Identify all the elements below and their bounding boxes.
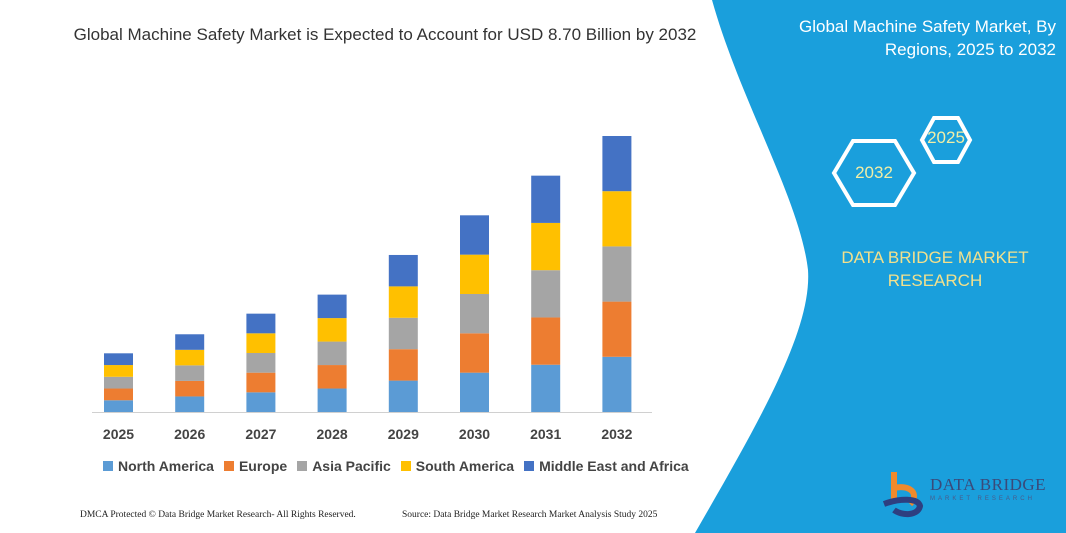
data-bridge-logo-icon [882, 472, 924, 518]
legend-label: Europe [238, 458, 288, 474]
legend-swatch [223, 461, 234, 471]
legend: North America Europe Asia Pacific South Ame… [103, 458, 689, 474]
bar-segment-2025-middle-east-and-africa [104, 353, 133, 366]
legend-item: Asia Pacific [297, 458, 391, 474]
bar-segment-2027-middle-east-and-africa [246, 313, 276, 334]
bar-segment-2031-north-america [531, 364, 561, 412]
bar-segment-2032-south-america [602, 191, 632, 247]
x-tick-label: 2030 [459, 426, 490, 442]
footer-copyright: DMCA Protected © Data Bridge Market Rese… [80, 510, 356, 520]
hexagon-2025-icon [919, 116, 973, 164]
bar-segment-2025-north-america [104, 400, 133, 412]
blue-side-panel [695, 0, 1066, 533]
bar-segment-2031-asia-pacific [531, 270, 561, 318]
bar-segment-2030-middle-east-and-africa [460, 215, 489, 255]
legend-item: Europe [223, 458, 288, 474]
bar-segment-2031-europe [531, 317, 561, 365]
bar-segment-2026-europe [175, 380, 205, 397]
legend-label: Middle East and Africa [539, 458, 689, 474]
brand-text: DATA BRIDGE MARKET RESEARCH [841, 248, 1029, 290]
x-tick-label: 2029 [388, 426, 419, 442]
bar-segment-2029-middle-east-and-africa [388, 254, 418, 287]
x-tick-label: 2027 [245, 426, 276, 442]
hexagon-2032-icon [831, 139, 917, 207]
bar-segment-2027-south-america [246, 333, 276, 353]
logo-text: DATA BRIDGE [930, 475, 1047, 494]
bar-segment-2028-asia-pacific [317, 341, 347, 366]
bar-segment-2028-north-america [317, 388, 347, 412]
legend-label: North America [118, 458, 214, 474]
legend-swatch [400, 461, 411, 471]
bar-segment-2027-asia-pacific [246, 352, 276, 373]
bar-segment-2029-north-america [388, 380, 418, 412]
bar-segment-2030-europe [460, 333, 489, 373]
bar-segment-2027-north-america [246, 392, 276, 412]
bar-segment-2027-europe [246, 372, 276, 393]
logo-subtext: MARKET RESEARCH [930, 496, 1035, 502]
hex-label-2032: 2032 [855, 163, 893, 182]
bar-segment-2026-middle-east-and-africa [175, 334, 205, 350]
legend-item: North America [103, 458, 214, 474]
bar-segment-2026-south-america [175, 349, 205, 366]
bar-segment-2031-middle-east-and-africa [531, 175, 561, 223]
bar-segment-2030-asia-pacific [460, 293, 489, 334]
bar-segment-2025-asia-pacific [104, 376, 133, 389]
chart-title: Global Machine Safety Market is Expected… [73, 25, 697, 44]
stacked-bar-chart: 2025 2026 2027 2028 2029 2030 2031 2032 [92, 136, 652, 442]
bar-segment-2032-middle-east-and-africa [602, 136, 632, 192]
side-panel-title: Global Machine Safety Market, By Regions… [798, 17, 1056, 59]
bar-segment-2030-north-america [460, 372, 489, 412]
hex-label-2025: 2025 [927, 128, 965, 147]
bar-segment-2026-asia-pacific [175, 365, 205, 381]
legend-label: South America [415, 458, 515, 474]
bar-segment-2028-middle-east-and-africa [317, 294, 347, 319]
x-tick-label: 2025 [103, 426, 134, 442]
legend-swatch [297, 461, 308, 471]
legend-label: Asia Pacific [312, 458, 391, 474]
legend-swatch [103, 461, 113, 471]
bar-segment-2025-europe [104, 388, 133, 401]
legend-swatch [524, 461, 535, 471]
bar-segment-2029-europe [388, 349, 418, 381]
bar-segment-2032-north-america [602, 356, 632, 412]
hexagon-icons [831, 116, 973, 207]
bar-segment-2030-south-america [460, 254, 489, 294]
bar-segment-2029-asia-pacific [388, 317, 418, 350]
bar-segment-2025-south-america [104, 365, 133, 377]
x-tick-label: 2028 [317, 426, 348, 442]
bar-segment-2026-north-america [175, 396, 205, 412]
legend-item: Middle East and Africa [524, 458, 689, 474]
bar-segment-2031-south-america [531, 222, 561, 271]
x-tick-label: 2026 [174, 426, 205, 442]
x-tick-label: 2032 [601, 426, 632, 442]
footer-source: Source: Data Bridge Market Research Mark… [402, 510, 658, 520]
bar-segment-2032-europe [602, 301, 632, 357]
bar-segment-2028-south-america [317, 318, 347, 342]
bar-segment-2028-europe [317, 365, 347, 389]
legend-item: South America [400, 458, 515, 474]
bar-segment-2029-south-america [388, 286, 418, 318]
bar-segment-2032-asia-pacific [602, 246, 632, 302]
x-tick-label: 2031 [530, 426, 561, 442]
